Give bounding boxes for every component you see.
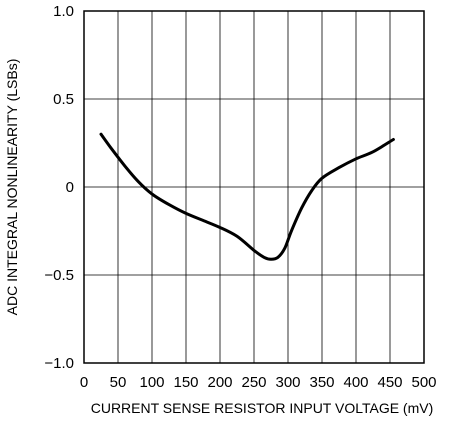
- y-tick-label: 1.0: [53, 3, 74, 20]
- x-axis-label: CURRENT SENSE RESISTOR INPUT VOLTAGE (mV…: [91, 400, 434, 416]
- y-tick-labels: −1.0 −0.5 0 0.5 1.0: [44, 3, 74, 372]
- y-tick-label: 0.5: [53, 91, 74, 108]
- x-tick-label: 200: [207, 374, 232, 391]
- x-tick-label: 400: [343, 374, 368, 391]
- y-axis-label: ADC INTEGRAL NONLINEARITY (LSBs): [4, 59, 20, 316]
- plot-frame: [83, 10, 425, 364]
- x-tick-label: 50: [110, 374, 127, 391]
- series-layer: [99, 132, 395, 261]
- y-tick-label: 0: [66, 179, 74, 196]
- x-tick-labels: 0 50 100 150 200 250 300 350 400 450 500: [80, 374, 437, 391]
- x-tick-label: 350: [309, 374, 334, 391]
- grid-lines: [83, 10, 425, 364]
- y-tick-label: −0.5: [44, 267, 74, 284]
- x-tick-label: 100: [139, 374, 164, 391]
- y-tick-label: −1.0: [44, 355, 74, 372]
- x-tick-label: 0: [80, 374, 88, 391]
- x-tick-label: 250: [241, 374, 266, 391]
- x-tick-label: 500: [411, 374, 436, 391]
- series-line: [99, 132, 395, 261]
- x-tick-label: 450: [377, 374, 402, 391]
- x-tick-label: 150: [173, 374, 198, 391]
- x-tick-label: 300: [275, 374, 300, 391]
